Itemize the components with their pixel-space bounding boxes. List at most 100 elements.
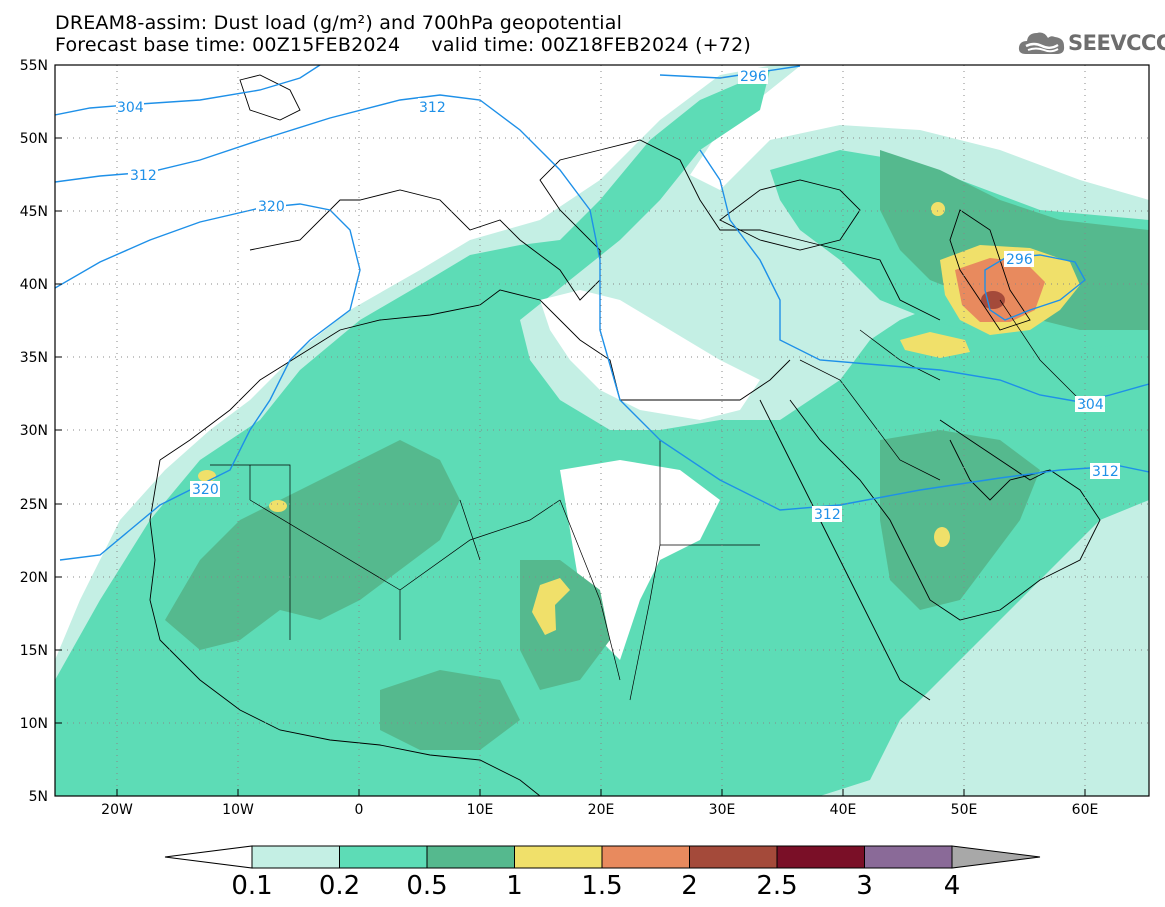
colorbar-label: 2: [681, 871, 698, 901]
colorbar-label: 1.5: [581, 871, 622, 901]
lat-label: 50N: [20, 131, 48, 147]
contour-label: 304: [1075, 396, 1105, 413]
contour-312-west: [55, 94, 1149, 511]
coastlines: [149, 74, 1101, 796]
svg-text:312: 312: [130, 168, 157, 184]
country-borders: [210, 299, 1081, 701]
contour-label: 320: [190, 481, 220, 498]
svg-text:320: 320: [192, 482, 219, 498]
colorbar-segment: [776, 845, 865, 869]
dust-band-0.5-sahara: [165, 440, 460, 650]
lon-label: 20E: [588, 802, 615, 818]
contour-label: 312: [418, 98, 446, 116]
coast-caspian: [949, 209, 1031, 331]
geopotential-contours: [55, 65, 1149, 561]
lon-label: 10E: [467, 802, 494, 818]
svg-text:304: 304: [1077, 397, 1104, 413]
dust-band-1-mauritania: [269, 500, 287, 512]
lat-label: 10N: [20, 716, 48, 732]
graticule: [55, 65, 1149, 796]
colorbar-segment: [339, 845, 428, 869]
lat-label: 45N: [20, 204, 48, 220]
lat-label: 40N: [20, 277, 48, 293]
contour-304-west: [55, 65, 321, 116]
svg-text:296: 296: [740, 69, 767, 85]
colorbar-segment: [601, 845, 690, 869]
colorbar-label: 0.5: [406, 871, 447, 901]
colorbar-under-triangle: [164, 845, 253, 869]
clear-mediterranean: [540, 290, 760, 420]
colorbar-segment: [251, 845, 340, 869]
colorbar-segment: [514, 845, 603, 869]
coast-black-sea: [719, 179, 861, 251]
dust-band-1-wsahara: [198, 470, 216, 482]
contour-label: 320: [256, 198, 286, 215]
contour-304-east: [699, 149, 1149, 403]
svg-text:312: 312: [1092, 464, 1119, 480]
lat-label: 20N: [20, 570, 48, 586]
coast-uk: [239, 74, 301, 121]
colorbar-over-triangle: [951, 845, 1041, 869]
border-lines-africa: [210, 440, 760, 701]
dust-band-1-chad: [532, 578, 570, 635]
coast-west-africa: [149, 459, 541, 796]
lat-label: 25N: [20, 497, 48, 513]
contour-label: 312: [128, 166, 158, 184]
coast-europe: [249, 139, 941, 321]
lon-label: 10W: [222, 802, 254, 818]
lat-label: 5N: [29, 789, 48, 805]
dust-band-0.5-arabia: [880, 430, 1040, 610]
dust-band-1.5-caspian: [955, 258, 1045, 322]
colorbar-label: 4: [944, 871, 961, 901]
lon-label: 40E: [830, 802, 857, 818]
dust-band-1-caucasus: [931, 202, 945, 216]
contour-label: 312: [1090, 463, 1120, 480]
coast-arabia: [789, 399, 1101, 621]
dust-band-1-iraq: [900, 332, 970, 358]
chart-title: DREAM8-assim: Dust load (g/m²) and 700hP…: [55, 12, 623, 34]
colorbar-label: 3: [856, 871, 873, 901]
svg-text:312: 312: [814, 507, 841, 523]
cloud-icon: [1018, 32, 1065, 54]
colorbar-label: 1: [506, 871, 523, 901]
colorbar-segment: [689, 845, 778, 869]
colorbar: 0.1 0.2 0.5 1 1.5 2 2.5 3 4: [164, 845, 1041, 901]
clear-north-africa: [380, 110, 560, 240]
lon-label: 60E: [1072, 802, 1099, 818]
svg-text:312: 312: [419, 100, 446, 116]
contour-label: 304: [116, 99, 144, 116]
dust-band-1-arabia: [934, 527, 950, 547]
lat-label: 30N: [20, 423, 48, 439]
coast-north-africa: [159, 289, 791, 461]
lat-label: 15N: [20, 643, 48, 659]
lat-label: 35N: [20, 350, 48, 366]
chart-subtitle: Forecast base time: 00Z15FEB2024 valid t…: [55, 34, 751, 56]
svg-text:296: 296: [1006, 252, 1033, 268]
contour-320: [55, 203, 361, 561]
seevccc-logo: SEEVCCC: [1018, 28, 1165, 60]
lon-label: 20W: [101, 802, 133, 818]
border-lines-middle-east: [799, 299, 1081, 481]
colorbar-label: 0.1: [231, 871, 272, 901]
lon-label: 50E: [951, 802, 978, 818]
colorbar-label: 0.2: [319, 871, 360, 901]
contour-label: 296: [738, 68, 768, 85]
latitude-labels: 55N 50N 45N 40N 35N 30N 25N 20N 15N 10N …: [20, 58, 48, 805]
lat-label: 55N: [20, 58, 48, 74]
lon-label: 0: [355, 802, 364, 818]
longitude-labels: 20W 10W 0 10E 20E 30E 40E 50E 60E: [101, 802, 1098, 818]
dust-band-0.5-sahel: [380, 670, 520, 750]
svg-text:304: 304: [117, 100, 144, 116]
lon-label: 30E: [709, 802, 736, 818]
svg-text:320: 320: [258, 199, 285, 215]
contour-label: 296: [1004, 251, 1034, 268]
contour-labels: 304 312 320 296 312 296 304 312 320 312: [116, 68, 1120, 523]
colorbar-segment: [426, 845, 515, 869]
colorbar-segment: [864, 845, 953, 869]
coast-red-sea: [759, 399, 931, 701]
contour-label: 312: [812, 506, 842, 523]
coast-persian-gulf: [939, 419, 1051, 481]
axis-ticks: [55, 64, 1086, 797]
logo-text: SEEVCCC: [1068, 31, 1165, 55]
